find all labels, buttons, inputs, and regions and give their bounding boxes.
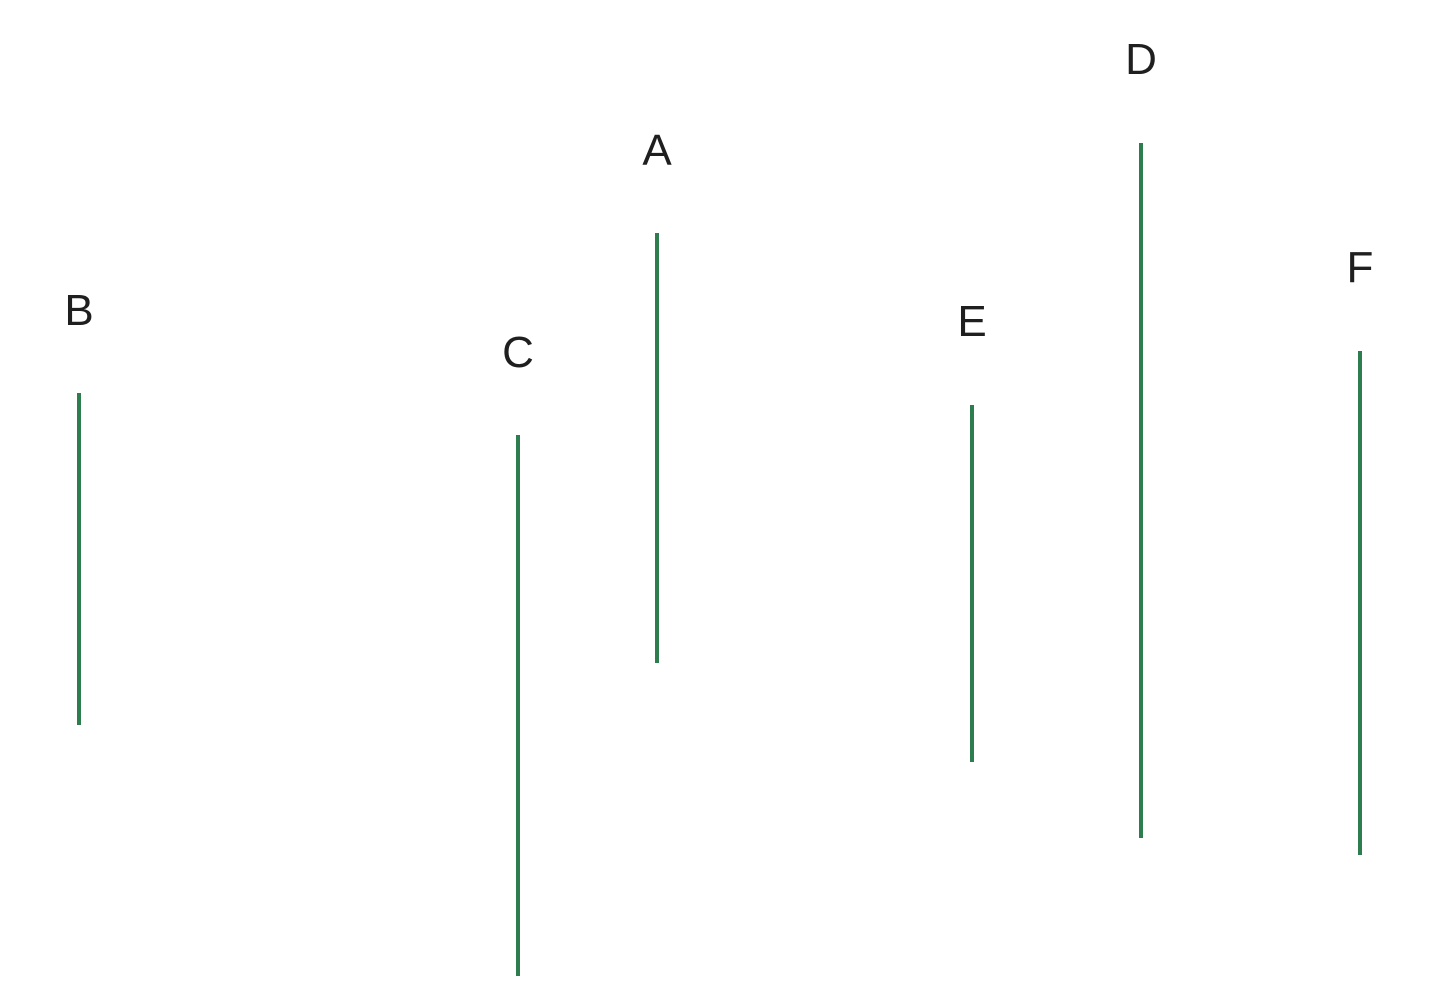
segment-c-label: C — [502, 328, 534, 377]
segment-f-label: F — [1346, 243, 1374, 292]
segment-b-label: B — [64, 286, 94, 335]
segment-a-label: A — [642, 126, 672, 175]
segment-d-line — [1139, 143, 1143, 838]
segment-b-line — [77, 393, 81, 725]
segment-d-label: D — [1125, 35, 1157, 84]
segment-a-line — [655, 233, 659, 663]
segment-c-line — [516, 435, 520, 976]
segment-e-label: E — [957, 297, 987, 346]
segment-e-line — [970, 405, 974, 762]
segment-f-line — [1358, 351, 1362, 855]
